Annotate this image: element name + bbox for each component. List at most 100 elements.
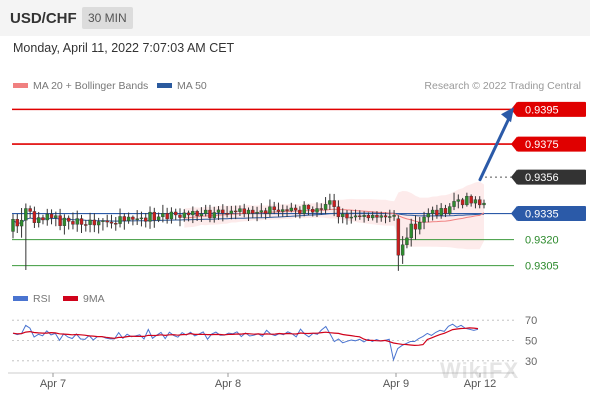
candle-body <box>323 204 328 210</box>
level-badge-0.9395 <box>517 101 586 117</box>
candle-body <box>366 215 371 219</box>
candle-body <box>24 208 28 221</box>
legend-rsi-label: RSI <box>33 293 51 305</box>
level-pointer-0.9395 <box>511 101 517 117</box>
level-badge-0.9356 <box>517 169 586 185</box>
candle-body <box>413 223 418 230</box>
candle-body <box>186 212 191 216</box>
candle-body <box>400 244 405 256</box>
ma20-swatch <box>13 82 28 88</box>
candle-body <box>482 202 486 206</box>
candle-body <box>272 206 276 211</box>
rsi-series-rsi <box>12 323 479 362</box>
candle-body <box>58 215 62 226</box>
level-label-0.9395: 0.9395 <box>525 104 559 116</box>
candle-body <box>71 221 75 225</box>
candle-body <box>460 199 465 206</box>
candle-body <box>238 208 242 212</box>
candle-body <box>216 209 221 213</box>
candle-body <box>15 219 19 227</box>
candle-body <box>396 218 401 256</box>
candle-body <box>319 208 323 210</box>
candle-body <box>88 219 92 225</box>
candle-body <box>28 208 32 212</box>
candle-body <box>156 216 161 221</box>
candle-body <box>178 214 182 218</box>
forecast-arrow <box>478 116 511 182</box>
candle-body <box>418 222 422 230</box>
level-pointer-0.9375 <box>511 136 517 152</box>
candle-body <box>375 215 379 218</box>
candle-body <box>122 216 127 222</box>
timestamp: Monday, April 11, 2022 7:07:03 AM CET <box>13 41 235 55</box>
candle-body <box>11 219 15 232</box>
rsi-tick-50: 50 <box>525 336 537 348</box>
legend-ma20-bollinger: MA 20 + Bollinger Bands <box>13 80 148 92</box>
candle-body <box>465 195 469 206</box>
candle-body <box>469 195 473 204</box>
candles <box>11 192 486 271</box>
candle-body <box>370 215 375 219</box>
rsi-tick-30: 30 <box>525 356 537 368</box>
candle-body <box>229 210 234 214</box>
candle-body <box>203 209 208 214</box>
candle-body <box>336 206 341 218</box>
legend-rsi: RSI <box>13 293 51 305</box>
candle-body <box>426 213 431 218</box>
candle-body <box>341 213 345 218</box>
candle-body <box>448 206 452 214</box>
candle-body <box>349 216 353 219</box>
candle-body <box>19 219 24 227</box>
candle-body <box>388 216 392 218</box>
candle-body <box>302 204 306 214</box>
candle-body <box>289 207 294 211</box>
watermark: WikiFX <box>440 358 520 383</box>
rsi-swatch <box>13 295 28 301</box>
x-tick-label: Apr 12 <box>464 378 496 390</box>
level-label-0.9356: 0.9356 <box>525 172 559 184</box>
candle-body <box>182 212 186 218</box>
candle-body <box>358 215 362 218</box>
candle-body <box>152 211 157 221</box>
rsi-tick-70: 70 <box>525 315 537 327</box>
candle-body <box>315 208 319 213</box>
candle-body <box>144 217 148 222</box>
candle-body <box>306 204 311 210</box>
legend-ma50: MA 50 <box>157 80 207 92</box>
candle-body <box>311 209 315 213</box>
candle-body <box>456 199 461 202</box>
candle-body <box>439 208 443 216</box>
credit-text: Research © 2022 Trading Central <box>424 80 581 92</box>
candle-body <box>345 213 349 219</box>
timeframe-button[interactable]: 30 MIN <box>82 7 133 29</box>
candle-body <box>45 213 49 221</box>
candle-body <box>49 213 54 219</box>
legend-ma20-label: MA 20 + Bollinger Bands <box>33 80 149 92</box>
candle-body <box>251 209 255 214</box>
candle-body <box>478 199 482 206</box>
level-pointer-0.9335 <box>511 206 517 222</box>
candle-body <box>208 209 212 219</box>
candle-body <box>148 211 152 222</box>
candle-body <box>135 218 139 220</box>
candle-body <box>225 212 229 215</box>
candle-body <box>101 220 105 222</box>
candle-body <box>409 223 413 239</box>
candle-body <box>191 211 195 216</box>
candle-body <box>285 209 289 211</box>
candle-body <box>353 215 358 218</box>
candle-body <box>276 209 281 212</box>
ma9-swatch <box>63 295 78 301</box>
candle-body <box>54 215 58 219</box>
candle-body <box>32 211 37 223</box>
forecast-arrowhead <box>501 107 514 123</box>
candle-body <box>255 211 259 214</box>
level-label-0.9320: 0.9320 <box>525 235 559 247</box>
candle-body <box>161 213 165 218</box>
candle-body <box>79 218 84 225</box>
candle-body <box>165 213 169 220</box>
symbol-label: USD/CHF <box>10 10 77 27</box>
candle-body <box>118 216 122 224</box>
level-pointer-0.9356 <box>511 169 517 185</box>
